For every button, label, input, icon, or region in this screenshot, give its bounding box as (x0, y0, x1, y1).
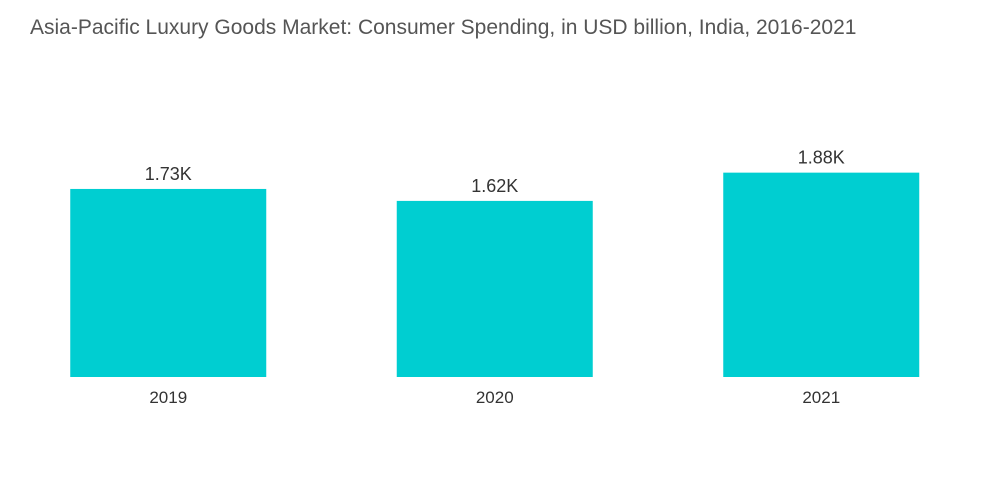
bar-2020 (396, 200, 593, 377)
bar-2019 (70, 188, 267, 377)
bar-group (70, 172, 920, 377)
x-tick-label-2020: 2020 (476, 388, 514, 407)
data-label-2019: 1.73K (145, 164, 192, 184)
x-tick-label-2021: 2021 (802, 388, 840, 407)
bar-2021 (723, 172, 920, 377)
data-label-2021: 1.88K (798, 148, 845, 168)
data-label-group: 1.73K 1.62K 1.88K (145, 148, 845, 196)
x-tick-label-2019: 2019 (149, 388, 187, 407)
x-axis-tick-group: 2019 2020 2021 (149, 388, 840, 407)
chart-title: Asia-Pacific Luxury Goods Market: Consum… (30, 16, 857, 39)
data-label-2020: 1.62K (471, 176, 518, 196)
